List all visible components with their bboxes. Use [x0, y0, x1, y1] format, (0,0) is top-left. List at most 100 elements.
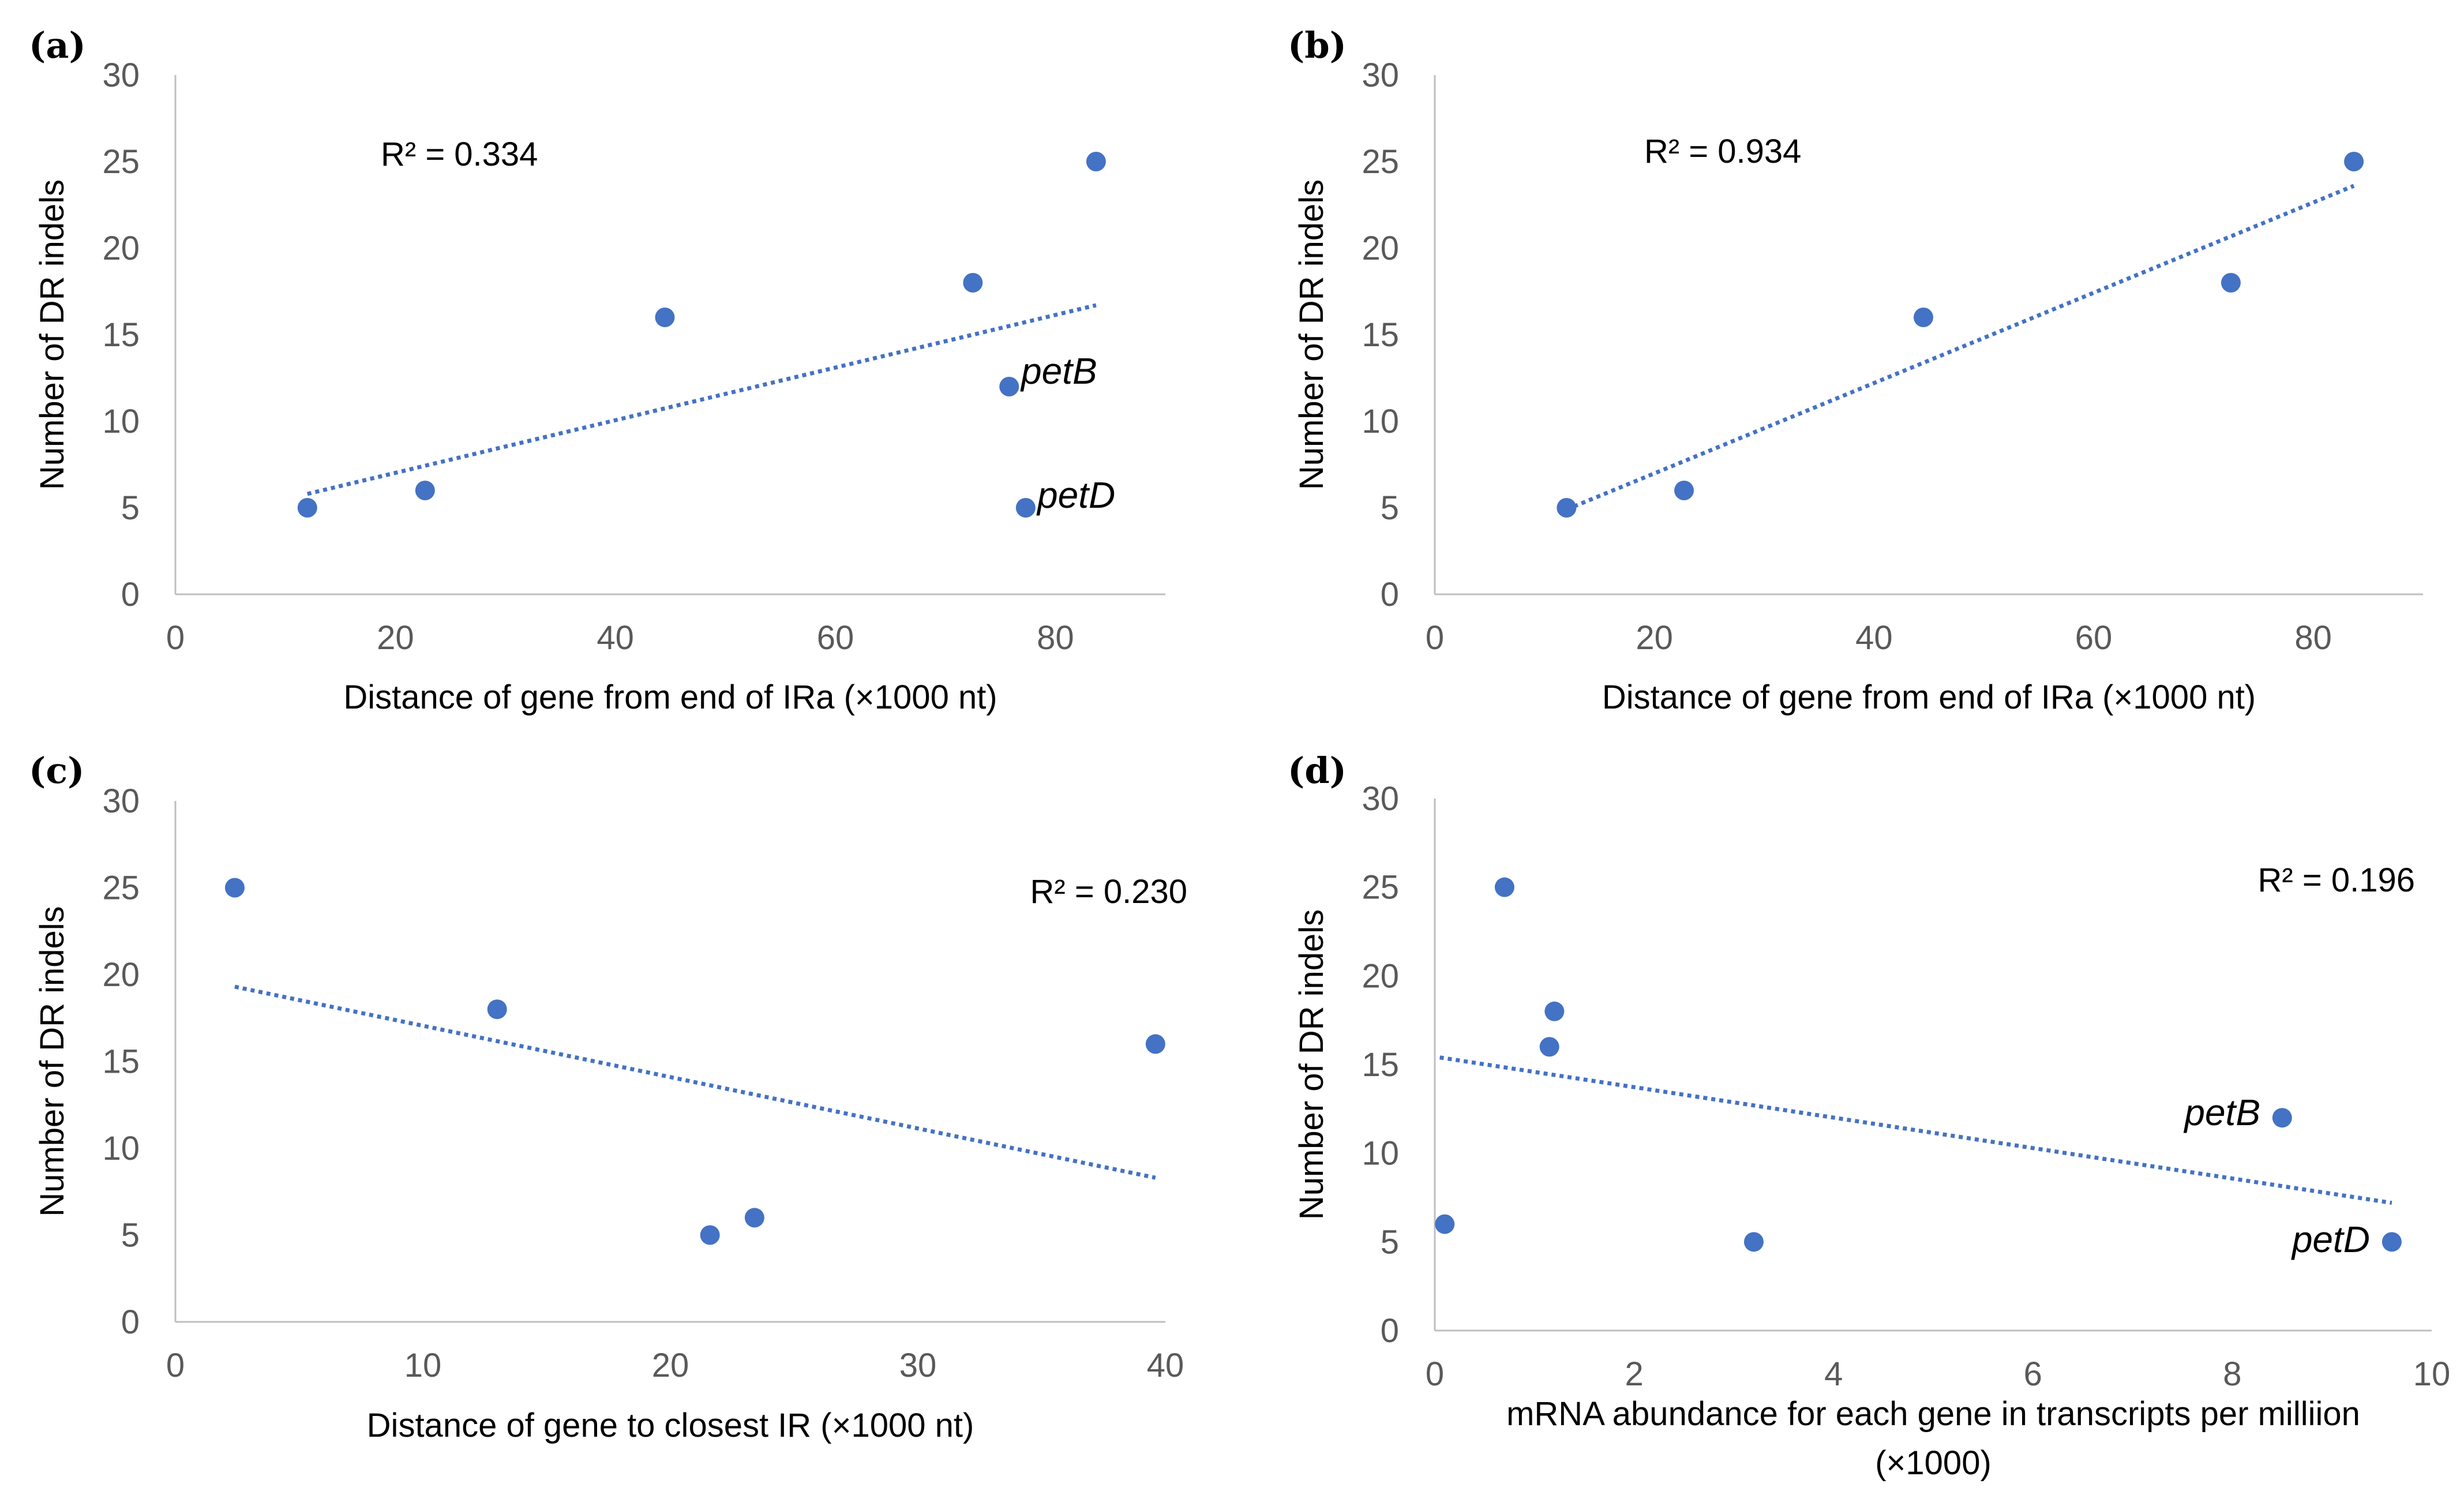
x-tick-label: 6 [2024, 1355, 2042, 1393]
y-tick-label: 30 [1362, 780, 1399, 818]
x-tick-label: 4 [1824, 1355, 1843, 1393]
data-point [999, 377, 1019, 396]
trendline [234, 984, 1156, 1180]
y-axis-title: Number of DR indels [1293, 179, 1330, 490]
data-point [415, 481, 435, 500]
x-tick-label: 40 [1147, 1347, 1184, 1384]
data-point [1743, 1232, 1764, 1252]
x-tick-label: 20 [652, 1347, 689, 1384]
trendline [1439, 1055, 2392, 1205]
r-squared-label: R² = 0.196 [2258, 861, 2415, 899]
y-tick-label: 25 [1362, 143, 1399, 181]
data-point [1913, 308, 1933, 327]
y-tick-label: 5 [1381, 1223, 1399, 1261]
panel-letter: (b) [1288, 24, 1347, 66]
point-label-petd: petD [1036, 474, 1115, 516]
panel-letter: (d) [1288, 750, 1347, 792]
data-point [1145, 1034, 1165, 1054]
data-point [487, 999, 507, 1020]
y-tick-label: 10 [102, 403, 140, 440]
data-point [700, 1225, 720, 1245]
y-tick-label: 0 [121, 576, 140, 613]
y-tick-label: 5 [1381, 489, 1399, 527]
x-tick-label: 20 [1636, 619, 1673, 657]
y-tick-label: 15 [102, 316, 140, 354]
x-tick-label: 0 [1426, 619, 1444, 657]
r-squared-label: R² = 0.934 [1644, 133, 1801, 170]
y-tick-label: 20 [102, 956, 140, 994]
chart-panel-a: 0 5 10 15 20 25 30 0 20 40 60 80 (a) Distance of gene… [29, 24, 1165, 716]
y-tick-label: 15 [1362, 1046, 1399, 1084]
data-point [2382, 1232, 2402, 1252]
data-point [1435, 1214, 1455, 1234]
y-tick-label: 15 [1362, 316, 1399, 354]
data-point [2221, 273, 2241, 293]
x-tick-label: 10 [2413, 1355, 2451, 1393]
x-tick-label: 0 [166, 619, 185, 657]
data-point [297, 498, 317, 518]
x-tick-label: 80 [1037, 619, 1074, 657]
x-tick-label: 40 [1855, 619, 1893, 657]
x-tick-label: 30 [899, 1347, 937, 1384]
y-tick-label: 25 [1362, 869, 1399, 906]
x-tick-label: 0 [166, 1347, 185, 1384]
r-squared-label: R² = 0.230 [1030, 873, 1187, 911]
data-point [1539, 1037, 1559, 1057]
point-label-petb: petB [2183, 1092, 2260, 1133]
y-axis-title: Number of DR indels [33, 179, 71, 490]
x-tick-label: 40 [597, 619, 634, 657]
x-tick-label: 20 [377, 619, 414, 657]
chart-panel-b: 0 5 10 15 20 25 30 0 20 40 60 80 (b) Distance of gene… [1288, 24, 2423, 716]
y-axis-title: Number of DR indels [33, 906, 71, 1216]
y-axis-title: Number of DR indels [1293, 909, 1330, 1220]
data-point [1494, 877, 1514, 897]
data-point [963, 273, 983, 293]
r-squared-label: R² = 0.334 [381, 136, 538, 173]
x-axis-title-line2: (×1000) [1875, 1444, 1992, 1482]
y-tick-label: 5 [121, 489, 140, 527]
y-tick-label: 10 [102, 1130, 140, 1167]
x-tick-label: 0 [1426, 1355, 1444, 1393]
data-point [1086, 152, 1106, 171]
y-tick-label: 10 [1362, 1135, 1399, 1172]
point-label-petb: petB [1020, 350, 1097, 392]
x-tick-label: 60 [817, 619, 854, 657]
data-point [1544, 1001, 1565, 1021]
data-point [1674, 481, 1694, 500]
x-tick-label: 8 [2223, 1355, 2241, 1393]
x-axis-title: Distance of gene from end of IRa (×1000 … [1602, 679, 2256, 716]
x-axis-title: Distance of gene to closest IR (×1000 nt… [367, 1407, 974, 1444]
point-label-petd: petD [2291, 1219, 2370, 1260]
data-point [744, 1208, 764, 1228]
y-tick-label: 15 [102, 1043, 140, 1081]
y-tick-label: 0 [1381, 1312, 1399, 1350]
y-tick-label: 20 [1362, 957, 1399, 995]
y-tick-label: 30 [102, 57, 140, 94]
y-tick-label: 25 [102, 143, 140, 181]
y-tick-label: 0 [121, 1303, 140, 1341]
x-tick-label: 10 [404, 1347, 442, 1384]
x-tick-label: 2 [1625, 1355, 1643, 1393]
data-point [1557, 498, 1577, 518]
trendline [306, 303, 1097, 496]
y-tick-label: 30 [102, 782, 140, 820]
panel-letter: (a) [29, 24, 86, 66]
chart-panel-c: 0 5 10 15 20 25 30 0 10 20 30 40 (c) Distance of gene… [29, 750, 1187, 1444]
data-point [1015, 498, 1036, 518]
data-point [224, 878, 245, 898]
x-tick-label: 80 [2294, 619, 2332, 657]
y-tick-label: 25 [102, 870, 140, 907]
chart-panel-d: 0 5 10 15 20 25 30 0 2 4 6 8 10 (d) mRNA abundance for… [1288, 750, 2450, 1482]
data-point [2272, 1108, 2292, 1128]
x-tick-label: 60 [2075, 619, 2113, 657]
panel-letter: (c) [29, 750, 84, 792]
y-tick-label: 30 [1362, 57, 1399, 94]
data-point [655, 308, 675, 327]
y-tick-label: 20 [102, 230, 140, 267]
y-tick-label: 5 [121, 1217, 140, 1254]
y-tick-label: 10 [1362, 403, 1399, 440]
y-tick-label: 20 [1362, 230, 1399, 267]
x-axis-title: mRNA abundance for each gene in transcri… [1506, 1395, 2360, 1433]
